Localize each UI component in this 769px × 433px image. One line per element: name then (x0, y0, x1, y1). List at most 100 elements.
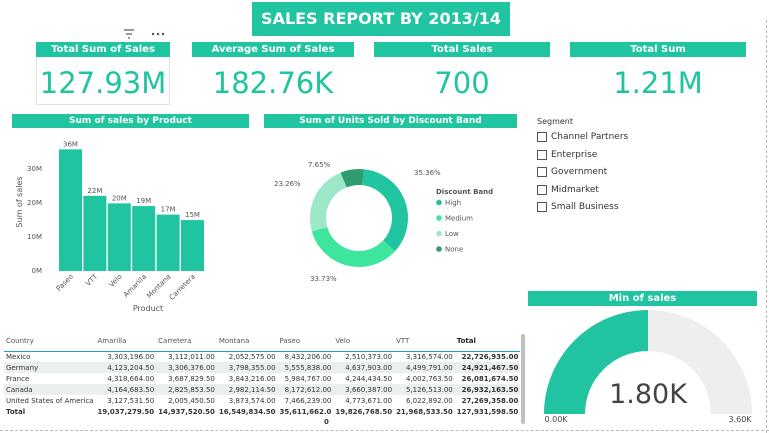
segment-option-label: Small Business (551, 202, 619, 212)
total-row[interactable]: Total 19,037,279.50 14,937,520.50 16,549… (4, 406, 520, 417)
checkbox-icon[interactable] (537, 185, 547, 195)
cell-value: 3,306,376.00 (156, 362, 217, 373)
y-axis-label: Sum of sales (15, 176, 24, 227)
segment-option-channel-partners[interactable]: Channel Partners (537, 131, 628, 143)
bar-velo[interactable] (107, 203, 131, 271)
legend-item-medium[interactable]: Medium (445, 215, 473, 223)
segment-option-enterprise[interactable]: Enterprise (537, 149, 597, 161)
header-paseo[interactable]: Paseo (277, 331, 334, 352)
donut-slice-none[interactable] (340, 169, 364, 188)
segment-option-midmarket[interactable]: Midmarket (537, 184, 599, 196)
header-carretera[interactable]: Carretera (156, 331, 217, 352)
cell-value: 4,002,763.50 (405, 374, 453, 383)
bar-paseo[interactable] (59, 149, 82, 271)
x-tick-label: Velo (108, 273, 124, 289)
ellipsis-icon[interactable] (151, 25, 165, 37)
cell-value: 3,303,196.00 (107, 352, 155, 361)
cell-total: 16,549,834.50 (218, 407, 276, 416)
donut-slice-high[interactable] (362, 169, 408, 252)
table-row[interactable]: France 4,318,664.00 3,687,829.50 3,843,2… (4, 373, 520, 384)
segment-option-government[interactable]: Government (537, 166, 607, 178)
segment-slicer-title: Segment (537, 117, 573, 126)
header-velo[interactable]: Velo (333, 331, 395, 352)
gauge-max-label: 3.60K (728, 415, 752, 424)
segment-option-small-business[interactable]: Small Business (537, 201, 619, 213)
table-row[interactable]: Canada 4,164,683.50 2,825,853.50 2,982,1… (4, 384, 521, 395)
y-tick-10: 10M (27, 233, 42, 241)
header-total[interactable]: Total (454, 331, 521, 352)
x-tick-label: Paseo (55, 273, 75, 293)
cell-value: 4,123,204.50 (95, 362, 157, 373)
bar-data-label: 22M (87, 187, 102, 195)
donut-chart[interactable]: 35.36% 33.73% 23.26% 7.65% Discount Band… (264, 130, 520, 290)
cell-country: Germany (4, 362, 96, 373)
checkbox-icon[interactable] (537, 132, 547, 142)
bar-carretera[interactable] (181, 220, 204, 271)
cell-value: 4,773,671.00 (345, 396, 393, 405)
gauge-chart[interactable]: 1.80K 0.00K 3.60K (528, 306, 768, 431)
filter-lines-icon[interactable] (123, 25, 135, 39)
cell-country: Canada (4, 384, 96, 395)
checkbox-icon[interactable] (537, 202, 547, 212)
segment-option-label: Channel Partners (551, 132, 629, 142)
bar-data-label: 15M (185, 211, 200, 219)
cell-country: France (6, 374, 30, 383)
sales-matrix[interactable]: Country Amarilla Carretera Montana Paseo… (4, 331, 521, 426)
kpi-label-total-sum: Total Sum (570, 42, 746, 57)
y-tick-0: 0M (32, 267, 43, 275)
bar-montana[interactable] (156, 214, 180, 271)
cell-country: Mexico (6, 352, 31, 361)
cell-value: 8,432,206.00 (284, 352, 332, 361)
slice-label-medium: 33.73% (310, 275, 337, 283)
cell-value: 3,127,531.50 (107, 396, 155, 405)
cell-value: 2,005,450.50 (168, 396, 215, 405)
cell-value: 3,687,829.50 (168, 374, 215, 383)
legend-item-none[interactable]: None (445, 246, 463, 254)
table-row[interactable]: Mexico 3,303,196.00 3,112,011.00 2,052,5… (4, 351, 520, 362)
cell-value: 3,316,574.00 (405, 352, 453, 361)
cell-value: 4,318,664.00 (107, 374, 155, 383)
slice-label-none: 7.65% (308, 161, 331, 169)
page-border-right (766, 20, 767, 433)
legend-dot-icon (436, 230, 442, 237)
checkbox-icon[interactable] (537, 167, 547, 177)
bar-vtt[interactable] (83, 195, 107, 271)
bar-chart[interactable]: 36MPaseo22MVTT20MVelo19MAmarilla17MMonta… (12, 130, 252, 315)
cell-total: 19,037,279.50 (97, 407, 155, 416)
matrix-scrollbar[interactable] (521, 334, 525, 424)
bar-amarilla[interactable] (132, 206, 156, 271)
cell-value: 4,499,791.00 (394, 362, 455, 373)
cell-value: 4,244,434.50 (345, 374, 393, 383)
kpi-label-total-sum-of-sales: Total Sum of Sales (36, 42, 170, 57)
checkbox-icon[interactable] (537, 150, 547, 160)
kpi-value-average-sum-of-sales: 182.76K (212, 66, 334, 100)
segment-option-label: Midmarket (551, 185, 599, 195)
cell-value: 7,466,239.00 (284, 396, 332, 405)
donut-chart-title: Sum of Units Sold by Discount Band (264, 114, 517, 128)
kpi-value-total-sales: 700 (434, 66, 490, 100)
kpi-label-average-sum-of-sales: Average Sum of Sales (192, 42, 354, 57)
cell-value: 4,637,903.00 (333, 362, 395, 373)
table-row[interactable]: Germany 4,123,204.50 3,306,376.00 3,798,… (4, 362, 521, 373)
header-country[interactable]: Country (4, 331, 96, 352)
segment-option-label: Government (551, 167, 608, 177)
gauge-title: Min of sales (528, 291, 757, 306)
donut-slice-medium[interactable] (311, 226, 395, 267)
table-row[interactable]: United States of America 3,127,531.50 2,… (4, 395, 520, 406)
cell-total: 14,937,520.50 (158, 407, 215, 416)
segment-option-label: Enterprise (551, 150, 598, 160)
donut-slice-low[interactable] (310, 172, 347, 232)
cell-value: 3,112,011.00 (168, 352, 215, 361)
legend-dot-icon (436, 199, 442, 206)
x-tick-label: Amarilla (122, 273, 148, 299)
header-montana[interactable]: Montana (216, 331, 278, 352)
cell-value: 2,825,853.50 (156, 384, 217, 395)
cell-value: 4,164,683.50 (95, 384, 157, 395)
legend-item-high[interactable]: High (445, 199, 461, 207)
header-vtt[interactable]: VTT (394, 331, 455, 352)
y-tick-30: 30M (27, 165, 42, 173)
cell-value: 5,126,513.00 (394, 384, 455, 395)
legend-item-low[interactable]: Low (445, 230, 459, 238)
legend-dot-icon (436, 215, 442, 221)
header-amarilla[interactable]: Amarilla (95, 331, 157, 352)
